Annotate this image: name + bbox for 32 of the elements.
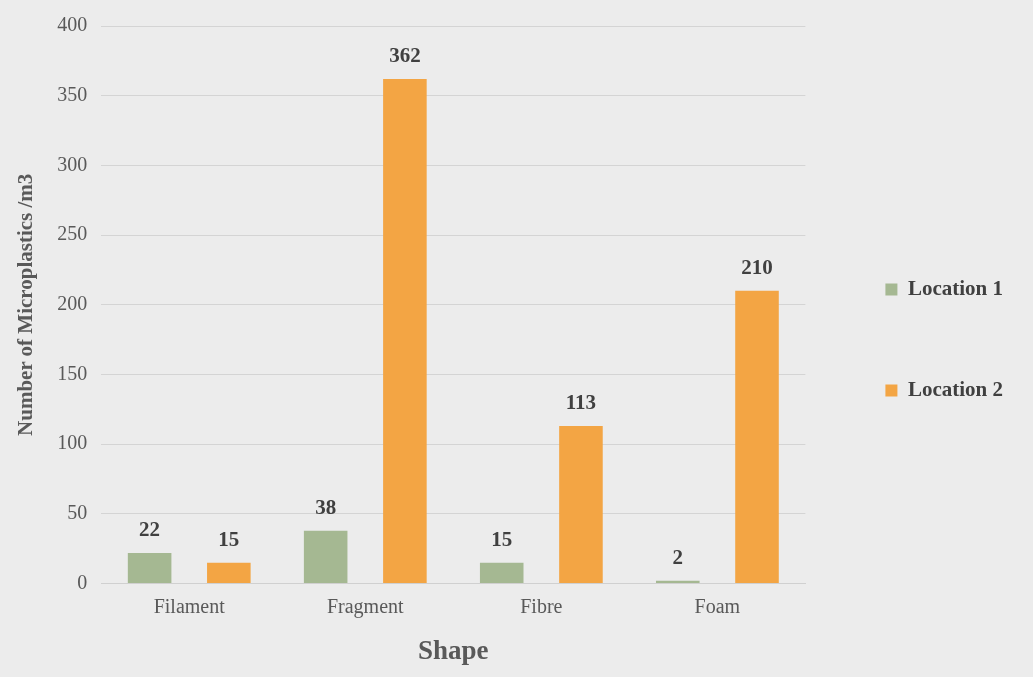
- x-axis-title: Shape: [418, 634, 489, 665]
- y-tick-label: 50: [67, 501, 88, 524]
- data-label: 113: [565, 390, 597, 414]
- y-tick-label: 250: [57, 222, 88, 245]
- data-label: 15: [218, 526, 240, 551]
- y-tick-label: 0: [77, 570, 88, 593]
- data-label: 362: [389, 42, 421, 67]
- bar: [559, 426, 603, 584]
- y-tick-label: 400: [57, 13, 88, 36]
- bar: [207, 562, 251, 584]
- data-label: 210: [741, 254, 773, 279]
- legend-label: Location 1: [907, 275, 1004, 300]
- bar: [735, 290, 779, 584]
- y-tick-label: 200: [57, 292, 88, 315]
- data-label: 2: [672, 544, 684, 569]
- y-tick-label: 300: [57, 152, 88, 175]
- data-label: 38: [315, 494, 337, 519]
- bar: [127, 552, 172, 584]
- data-label: 15: [491, 526, 513, 551]
- x-tick-label: Fragment: [326, 594, 405, 618]
- x-tick-label: Foam: [694, 594, 741, 617]
- bar: [383, 78, 427, 584]
- bar: [303, 530, 348, 584]
- x-tick-label: Filament: [153, 594, 226, 617]
- x-tick-label: Fibre: [520, 594, 563, 617]
- legend-label: Location 2: [907, 376, 1004, 401]
- y-tick-label: 350: [57, 82, 88, 105]
- y-axis-title: Number of Microplastics /m3: [13, 173, 38, 436]
- y-tick-label: 100: [57, 431, 88, 454]
- y-tick-label: 150: [57, 361, 88, 384]
- bar: [479, 562, 524, 584]
- data-label: 22: [139, 516, 161, 541]
